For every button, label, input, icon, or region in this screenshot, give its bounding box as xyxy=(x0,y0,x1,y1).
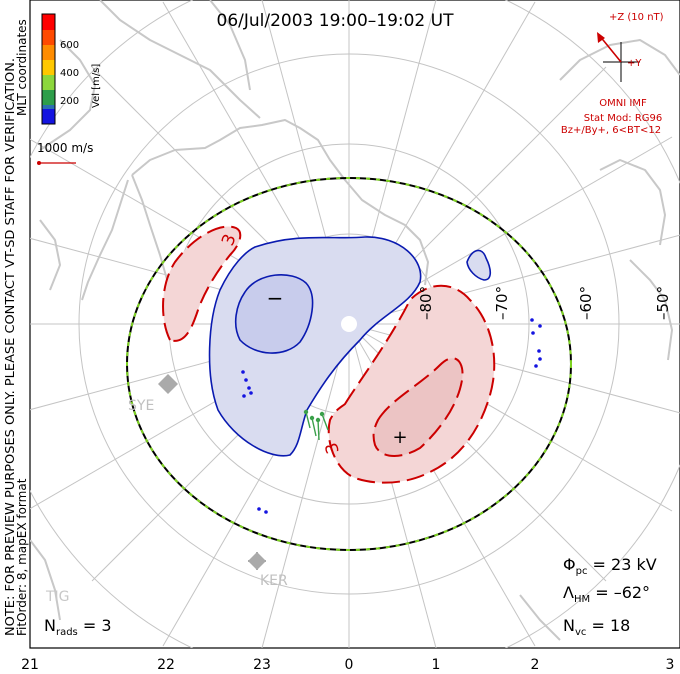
mlt-label-0: 0 xyxy=(345,657,354,673)
imf-y-label: +Y xyxy=(627,58,642,69)
svg-text:Nvc = 18: Nvc = 18 xyxy=(563,616,630,638)
mlt-label-2: 2 xyxy=(531,657,540,673)
velocity-vectors-green xyxy=(303,409,329,441)
lat-label-60: –60° xyxy=(577,286,595,320)
mlt-axis: 21 22 23 0 1 2 3 xyxy=(21,657,674,673)
imf-dial: +Z (10 nT) +Y OMNI IMF Stat Mod: RG96 Bz… xyxy=(561,12,664,136)
svg-text:Nrads = 3: Nrads = 3 xyxy=(44,616,112,638)
lat-label-80: –80° xyxy=(417,286,435,320)
mlt-label-21: 21 xyxy=(21,657,39,673)
hm-boundary xyxy=(126,177,572,551)
station-label-tig: TIG xyxy=(45,589,70,605)
fit-order-note: FitOrder: 8, mapEX format xyxy=(15,478,29,636)
mlt-label-22: 22 xyxy=(157,657,175,673)
station-sye: SYE xyxy=(128,374,178,414)
coastlines xyxy=(30,0,680,641)
colorbar-tick-600: 600 xyxy=(60,40,79,51)
negative-polarity-marker: − xyxy=(267,286,284,310)
imf-condition: Bz+/By+, 6<BT<12 xyxy=(561,125,661,136)
lat-label-50: –50° xyxy=(654,286,672,320)
colorbar-tick-400: 400 xyxy=(60,68,79,79)
negative-cell xyxy=(208,236,492,457)
preview-note: NOTE: FOR PREVIEW PURPOSES ONLY. PLEASE … xyxy=(3,58,17,636)
lambda-hm-value: –62° xyxy=(614,583,650,602)
colorbar-tick-200: 200 xyxy=(60,96,79,107)
imf-source: OMNI IMF xyxy=(599,98,647,109)
positive-polarity-marker: + xyxy=(392,427,407,448)
colorbar-label: Vel [m/s] xyxy=(91,64,102,108)
positive-cell xyxy=(162,225,496,484)
n-vc-value: 18 xyxy=(610,616,630,635)
velocity-colorbar: 600 400 200 Vel [m/s] xyxy=(41,13,102,125)
mlt-label-3: 3 xyxy=(666,657,675,673)
mlt-label-23: 23 xyxy=(253,657,271,673)
velocity-vectors xyxy=(241,318,542,514)
vector-scale: 1000 m/s xyxy=(37,141,93,165)
phi-pc-value: 23 kV xyxy=(611,555,657,574)
map-statistics: Φpc = 23 kV ΛHM = –62° Nvc = 18 Nrads = … xyxy=(44,555,657,638)
lat-label-70: –70° xyxy=(493,286,511,320)
pole-marker xyxy=(341,316,357,332)
imf-z-label: +Z (10 nT) xyxy=(609,12,664,23)
station-label-ker: KER xyxy=(260,573,288,589)
imf-stat-mod: Stat Mod: RG96 xyxy=(584,113,663,124)
vector-scale-label: 1000 m/s xyxy=(37,141,93,155)
station-label-sye: SYE xyxy=(128,398,154,414)
map-title: 06/Jul/2003 19:00–19:02 UT xyxy=(217,11,455,31)
contour-label-dawn: 3 xyxy=(322,440,344,456)
mlt-label-1: 1 xyxy=(432,657,441,673)
coords-label: MLT coordinates xyxy=(15,19,29,116)
svg-text:Φpc = 23 kV: Φpc = 23 kV xyxy=(563,555,657,577)
n-rads-value: 3 xyxy=(101,616,111,635)
station-ker: KER xyxy=(248,552,288,589)
